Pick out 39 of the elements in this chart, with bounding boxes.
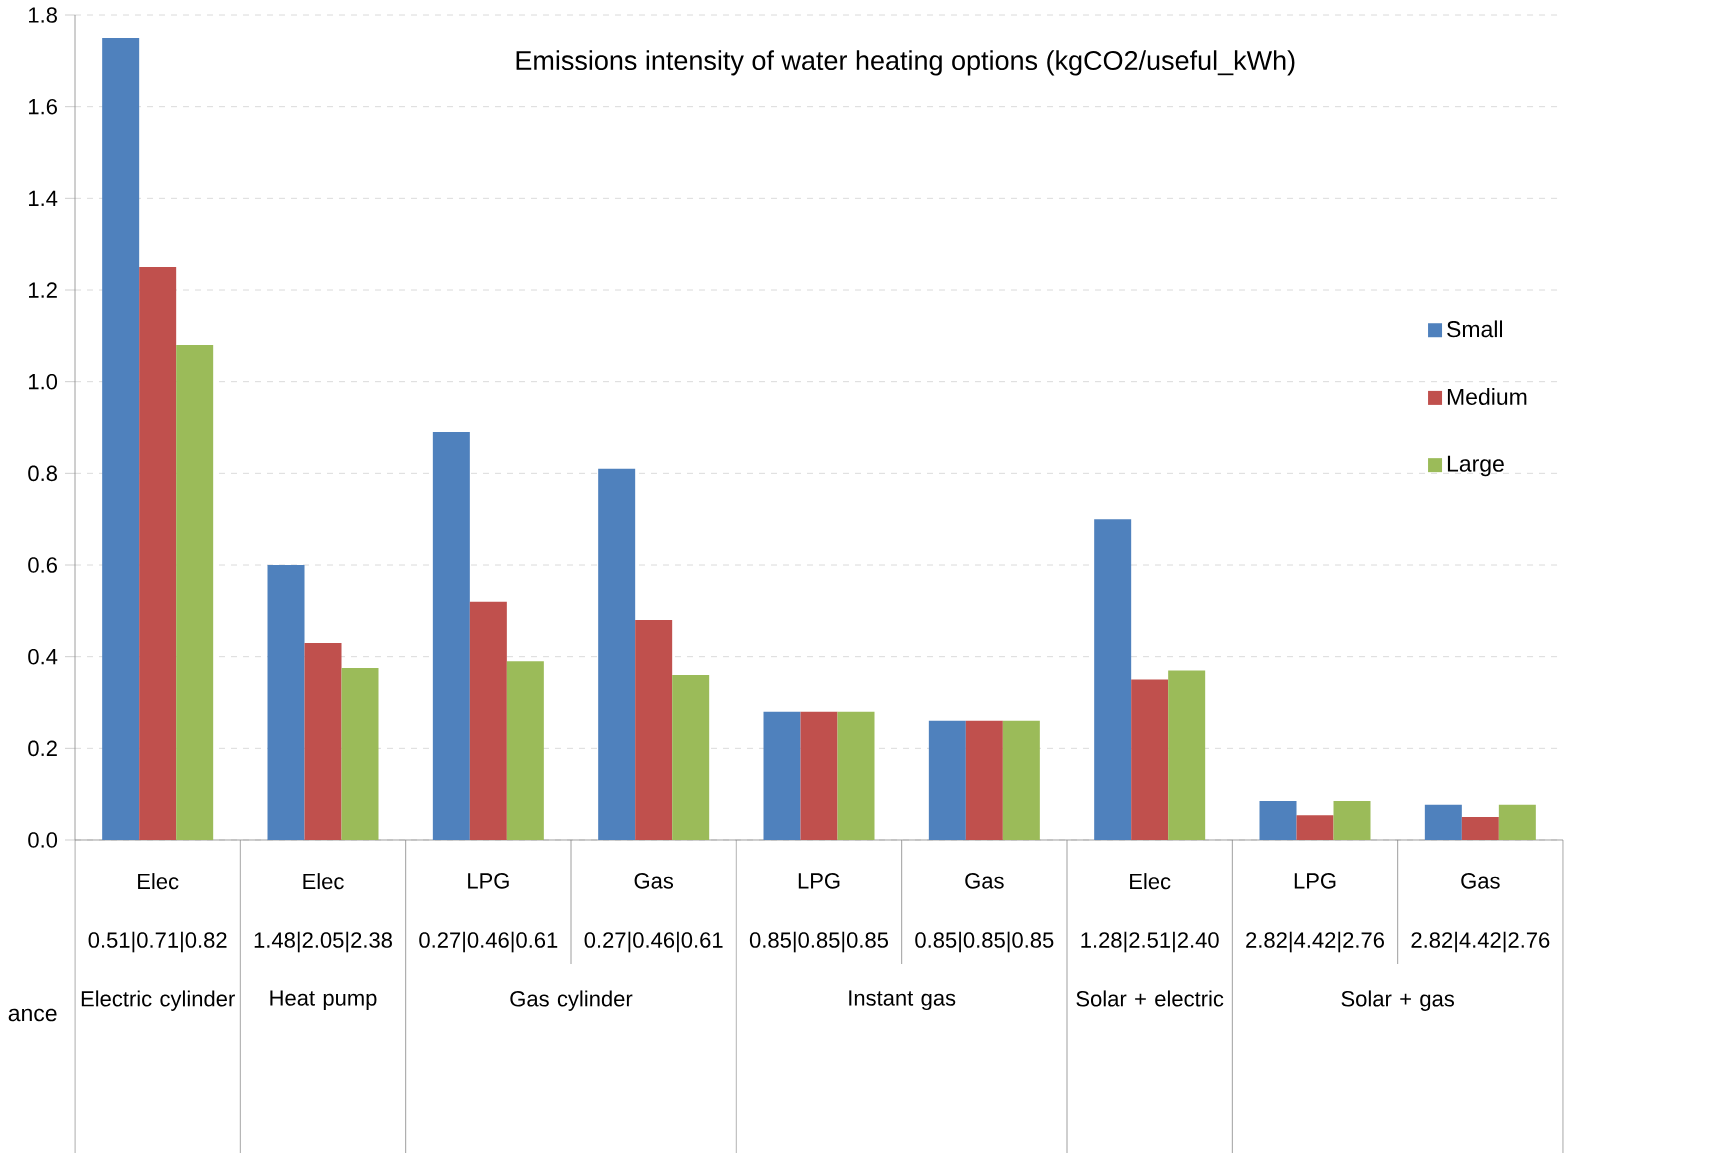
y-tick-label: 0.0	[28, 832, 58, 848]
text: 1.48|2.05|2.38	[254, 931, 392, 953]
y-tick-label: 0.6	[28, 557, 57, 573]
legend-label: Large	[1447, 455, 1504, 477]
text: ance	[8, 1008, 57, 1022]
y-tick-label: 0.4	[28, 648, 58, 665]
x-tick-label: Gas	[965, 873, 1004, 889]
text: 0.85|0.85|0.85	[915, 931, 1054, 953]
x-tick-label: Elec	[138, 873, 179, 890]
text: Electric cylinder	[81, 990, 235, 1011]
text: 1.28|2.51|2.40	[1081, 931, 1219, 953]
text: 0.51|0.71|0.82	[88, 931, 227, 953]
y-tick-label: 1.2	[29, 282, 57, 298]
legend-label: Medium	[1447, 388, 1527, 405]
y-tick-label: 1.0	[29, 373, 58, 390]
text: Instant gas	[849, 990, 956, 1011]
text: Emissions intensity of water heating options (kgCO2/useful_kWh)	[516, 50, 1295, 76]
x-tick-label: LPG	[798, 873, 840, 889]
text: 2.82|4.42|2.76	[1246, 931, 1384, 953]
legend-label: Small	[1447, 320, 1503, 338]
text: Solar + electric	[1076, 990, 1224, 1007]
text: 0.27|0.46|0.61	[584, 931, 723, 953]
text: Solar + gas	[1341, 990, 1455, 1011]
text: Gas cylinder	[510, 990, 633, 1011]
x-tick-label: LPG	[1294, 873, 1336, 889]
y-tick-label: 1.6	[29, 98, 57, 115]
x-tick-label: Gas	[1461, 873, 1500, 889]
text: 2.82|4.42|2.76	[1411, 931, 1550, 953]
x-tick-label: Elec	[1130, 873, 1171, 890]
y-tick-label: 0.2	[28, 740, 57, 757]
text: 0.85|0.85|0.85	[749, 931, 888, 953]
y-tick-label: 1.8	[29, 7, 57, 23]
text: 0.27|0.46|0.61	[419, 931, 558, 953]
x-tick-label: Elec	[303, 873, 344, 890]
text: Heat pump	[270, 990, 377, 1011]
x-tick-label: LPG	[468, 873, 509, 889]
y-tick-label: 0.8	[28, 465, 57, 482]
x-tick-label: Gas	[634, 873, 674, 889]
y-tick-label: 1.4	[29, 190, 58, 206]
